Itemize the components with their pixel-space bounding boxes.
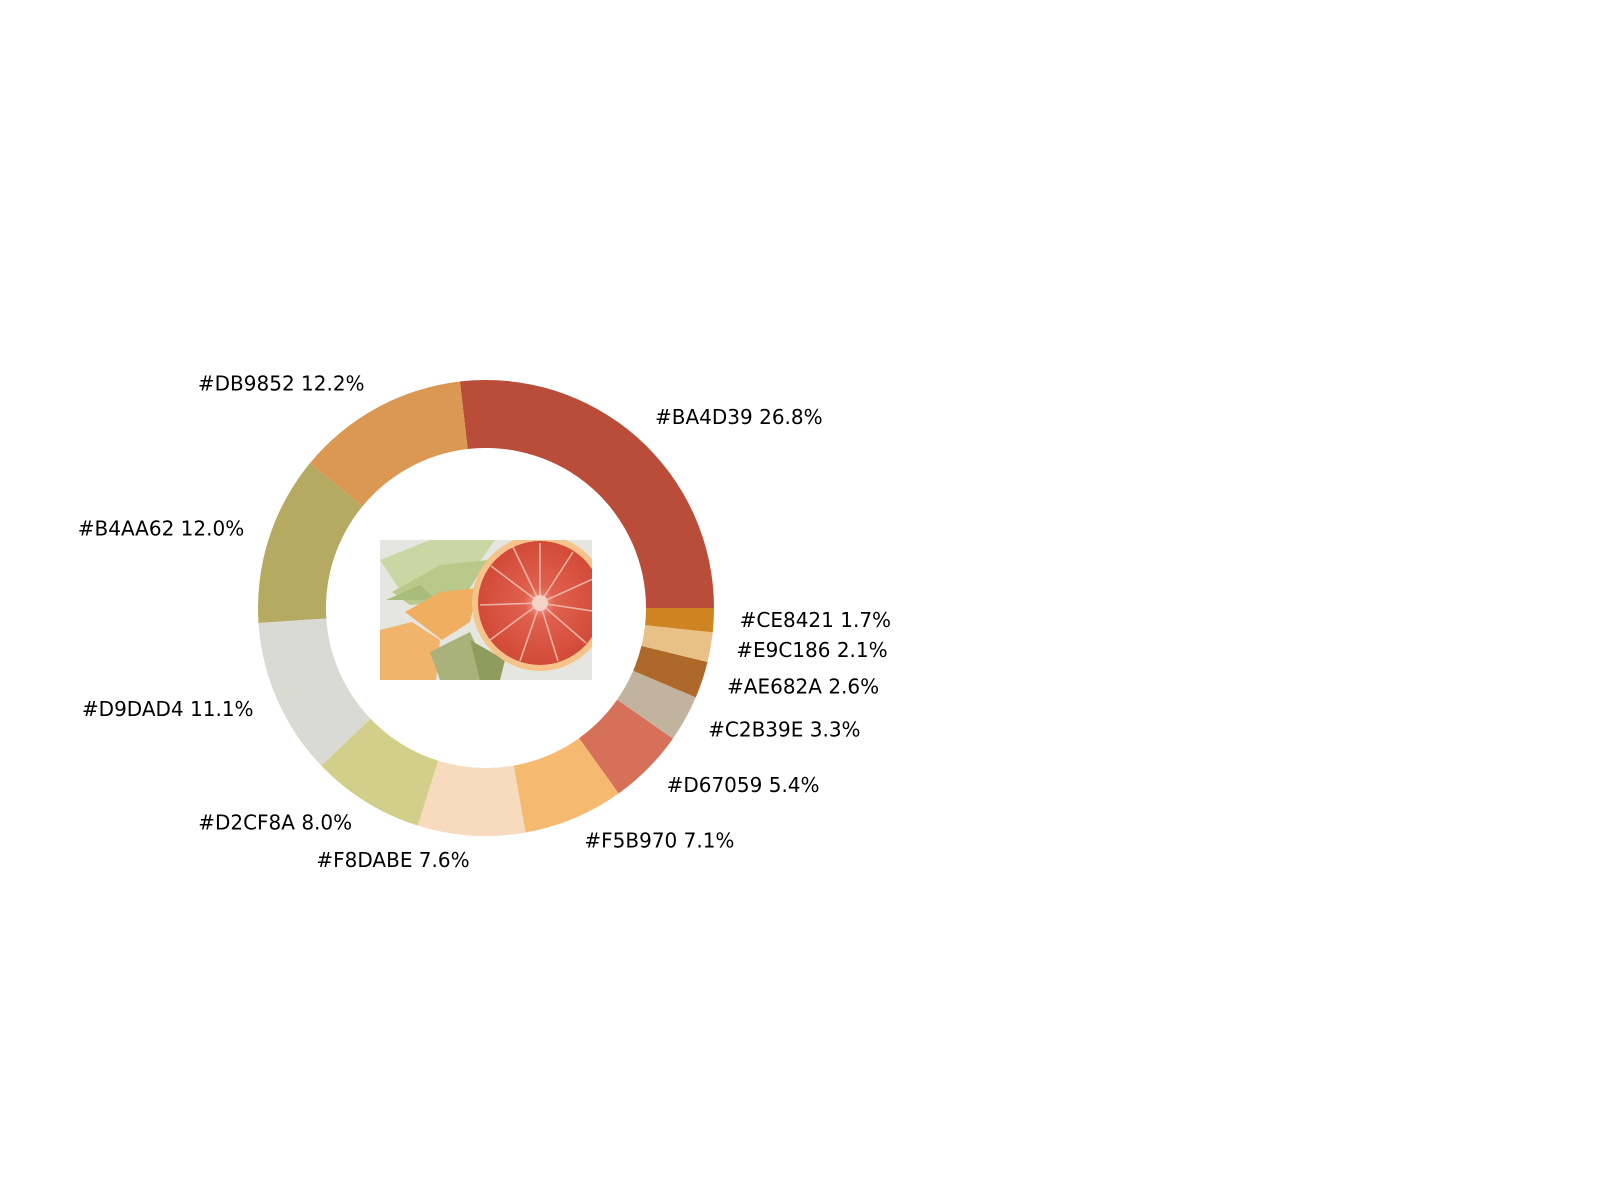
slice-labels: #BA4D39 26.8% #DB9852 12.2% #B4AA62 12.0% #… [78, 371, 891, 872]
slice-e9c186 [641, 625, 713, 662]
slice-label-ae682a: #AE682A 2.6% [727, 675, 879, 699]
slice-d9dad4 [258, 618, 371, 766]
slice-label-c2b39e: #C2B39E 3.3% [708, 718, 860, 742]
slice-label-e9c186: #E9C186 2.1% [736, 638, 887, 662]
slice-c2b39e [617, 670, 696, 739]
slice-f5b970 [513, 738, 619, 833]
donut-slices [258, 380, 714, 836]
slice-f8dabe [417, 760, 526, 836]
slice-label-f8dabe: #F8DABE 7.6% [316, 848, 469, 872]
slice-label-ba4d39: #BA4D39 26.8% [655, 405, 823, 429]
slice-ba4d39 [459, 380, 714, 608]
slice-b4aa62 [258, 463, 363, 624]
slice-ce8421 [645, 608, 714, 633]
slice-ae682a [633, 645, 708, 698]
slice-label-f5b970: #F5B970 7.1% [584, 829, 734, 853]
slice-label-b4aa62: #B4AA62 12.0% [78, 517, 244, 541]
slice-label-d67059: #D67059 5.4% [667, 773, 820, 797]
slice-d67059 [579, 699, 673, 794]
slice-label-ce8421: #CE8421 1.7% [740, 608, 891, 632]
center-fruit-image [380, 540, 592, 680]
slice-db9852 [309, 381, 468, 507]
slice-d2cf8a [321, 718, 439, 826]
slice-label-d9dad4: #D9DAD4 11.1% [82, 697, 254, 721]
slice-label-db9852: #DB9852 12.2% [198, 371, 365, 395]
slice-label-d2cf8a: #D2CF8A 8.0% [198, 810, 352, 834]
